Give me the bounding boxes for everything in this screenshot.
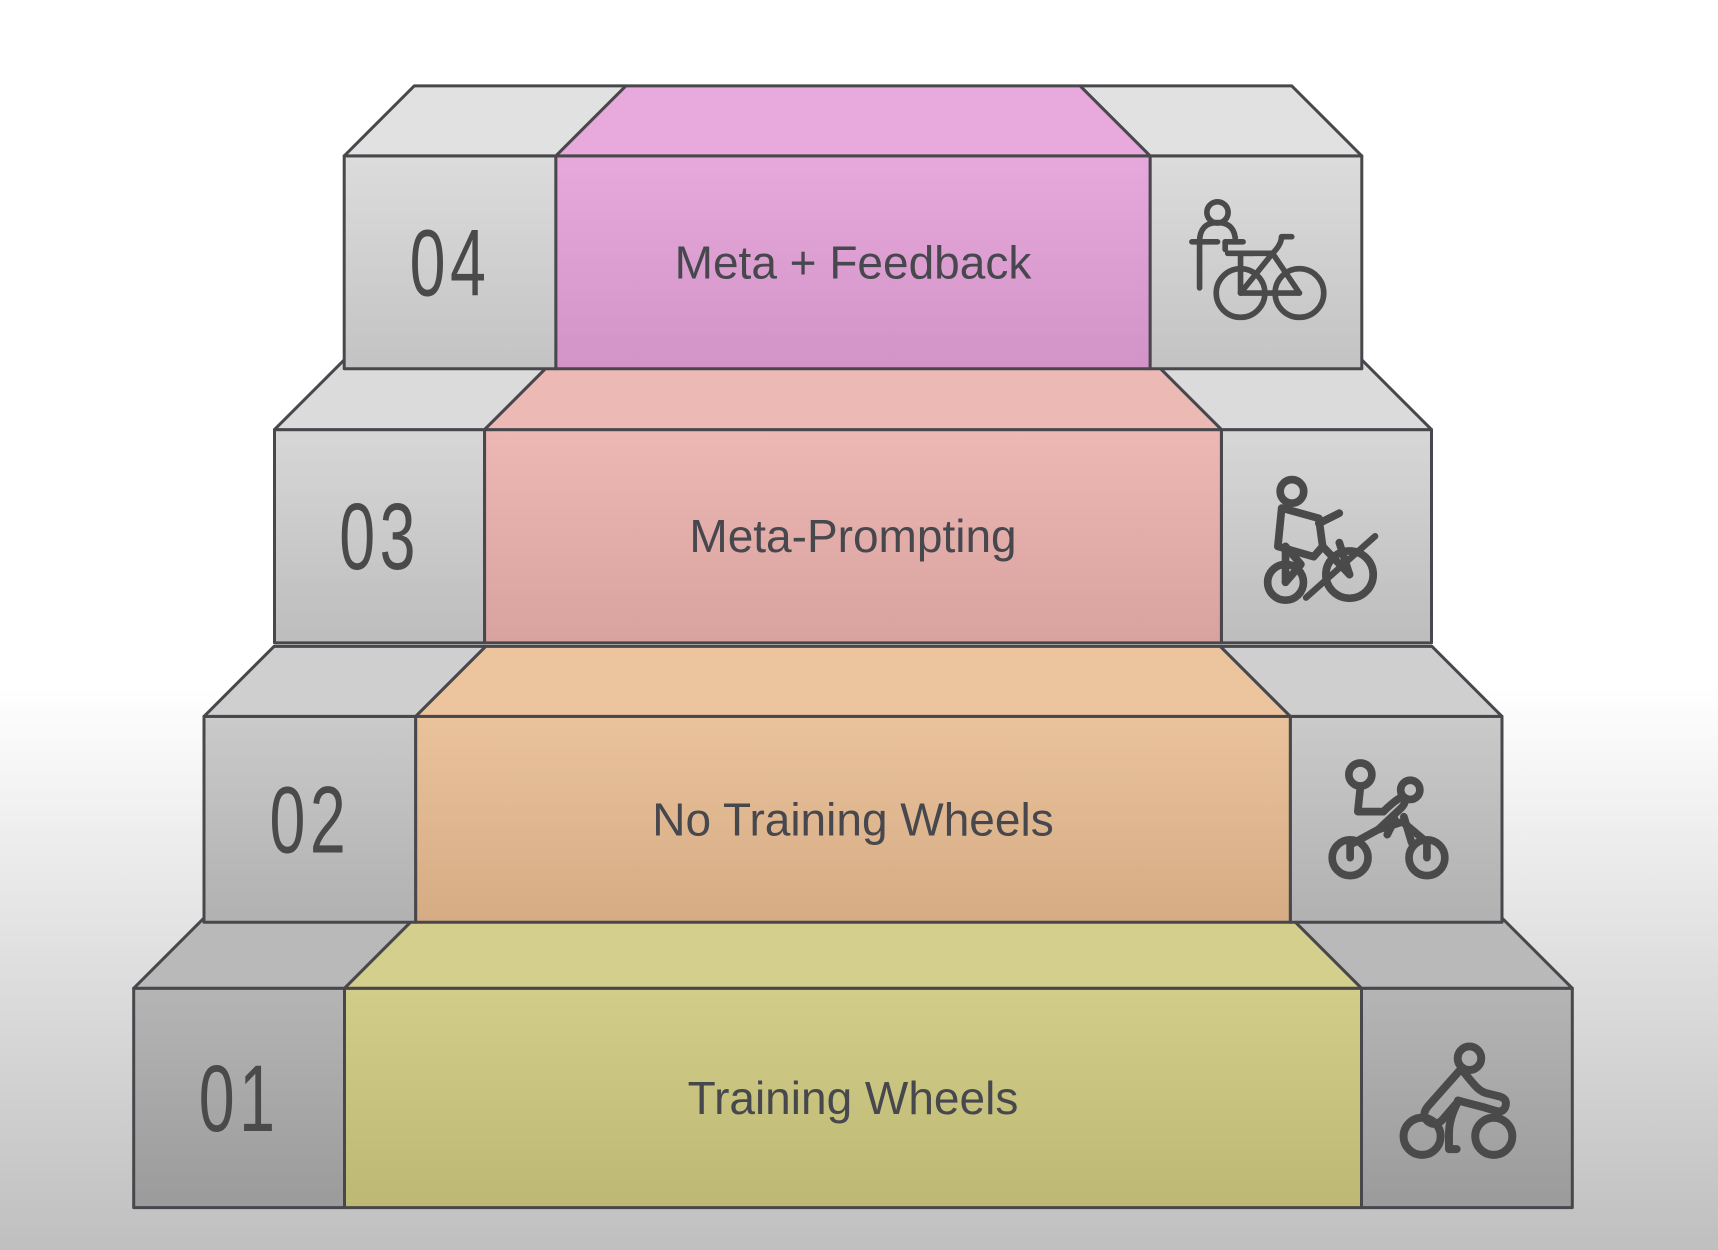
svg-text:No Training Wheels: No Training Wheels bbox=[652, 793, 1053, 845]
svg-text:Training Wheels: Training Wheels bbox=[688, 1072, 1019, 1124]
svg-text:Meta-Prompting: Meta-Prompting bbox=[689, 510, 1016, 562]
svg-text:03: 03 bbox=[339, 485, 420, 590]
svg-text:04: 04 bbox=[410, 211, 491, 316]
svg-text:02: 02 bbox=[270, 768, 351, 873]
svg-text:01: 01 bbox=[199, 1047, 280, 1152]
svg-text:Meta + Feedback: Meta + Feedback bbox=[675, 236, 1033, 288]
